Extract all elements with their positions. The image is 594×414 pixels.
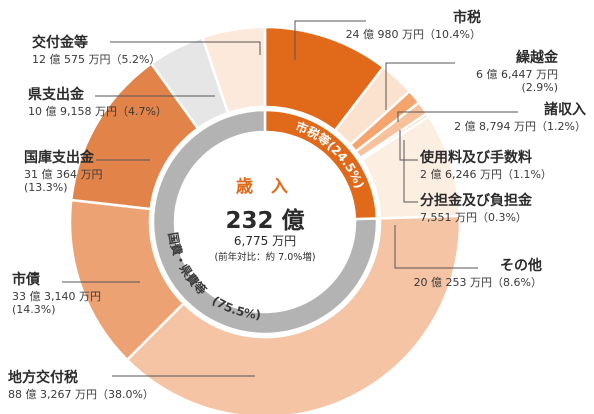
leader-line-5 xyxy=(394,225,478,269)
pie-slice-6 xyxy=(125,214,462,414)
label-shisai: 市債 33 億 3,140 万円 (14.3%) xyxy=(12,272,101,317)
leader-line-3 xyxy=(399,130,418,161)
leader-line-0 xyxy=(294,20,366,60)
leader-line-1 xyxy=(385,62,455,110)
label-kokkoshishutsukin: 国庫支出金 31 億 364 万円 (13.3%) xyxy=(24,150,103,195)
label-kurikoshi: 繰越金 6 億 6,447 万円 (2.9%) xyxy=(476,50,558,95)
total-amount: 232 億 xyxy=(225,208,305,234)
label-kofukinto: 交付金等 12 億 575 万円（5.2%） xyxy=(32,35,161,66)
leader-line-4 xyxy=(403,140,418,203)
inner-ring-national-prefectural xyxy=(151,108,379,336)
chart-title: 歳 入 xyxy=(236,177,294,197)
center-hole xyxy=(176,133,354,311)
pie-slice-10 xyxy=(200,25,267,115)
label-shiyoryo: 使用料及び手数料 2 億 6,246 万円（1.1%） xyxy=(420,150,552,181)
total-amount-sub: 6,775 万円 xyxy=(233,234,297,248)
leader-line-10 xyxy=(110,41,261,55)
label-shizei: 市税 24 億 980 万円（10.4%） xyxy=(345,10,481,41)
label-sonota: その他 20 億 253 万円（8.6%） xyxy=(413,258,542,289)
year-over-year: (前年対比：約 7.0%増) xyxy=(214,252,316,263)
label-buntankin: 分担金及び負担金 7,551 万円（0.3%） xyxy=(420,193,532,224)
leader-line-2 xyxy=(397,111,518,122)
label-shoshunyu: 諸収入 2 億 8,794 万円（1.2%） xyxy=(454,102,586,133)
label-kenshishutsukin: 県支出金 10 億 9,158 万円（4.7%） xyxy=(28,87,167,118)
label-chihokofuzei: 地方交付税 88 億 3,267 万円（38.0%） xyxy=(8,370,154,401)
